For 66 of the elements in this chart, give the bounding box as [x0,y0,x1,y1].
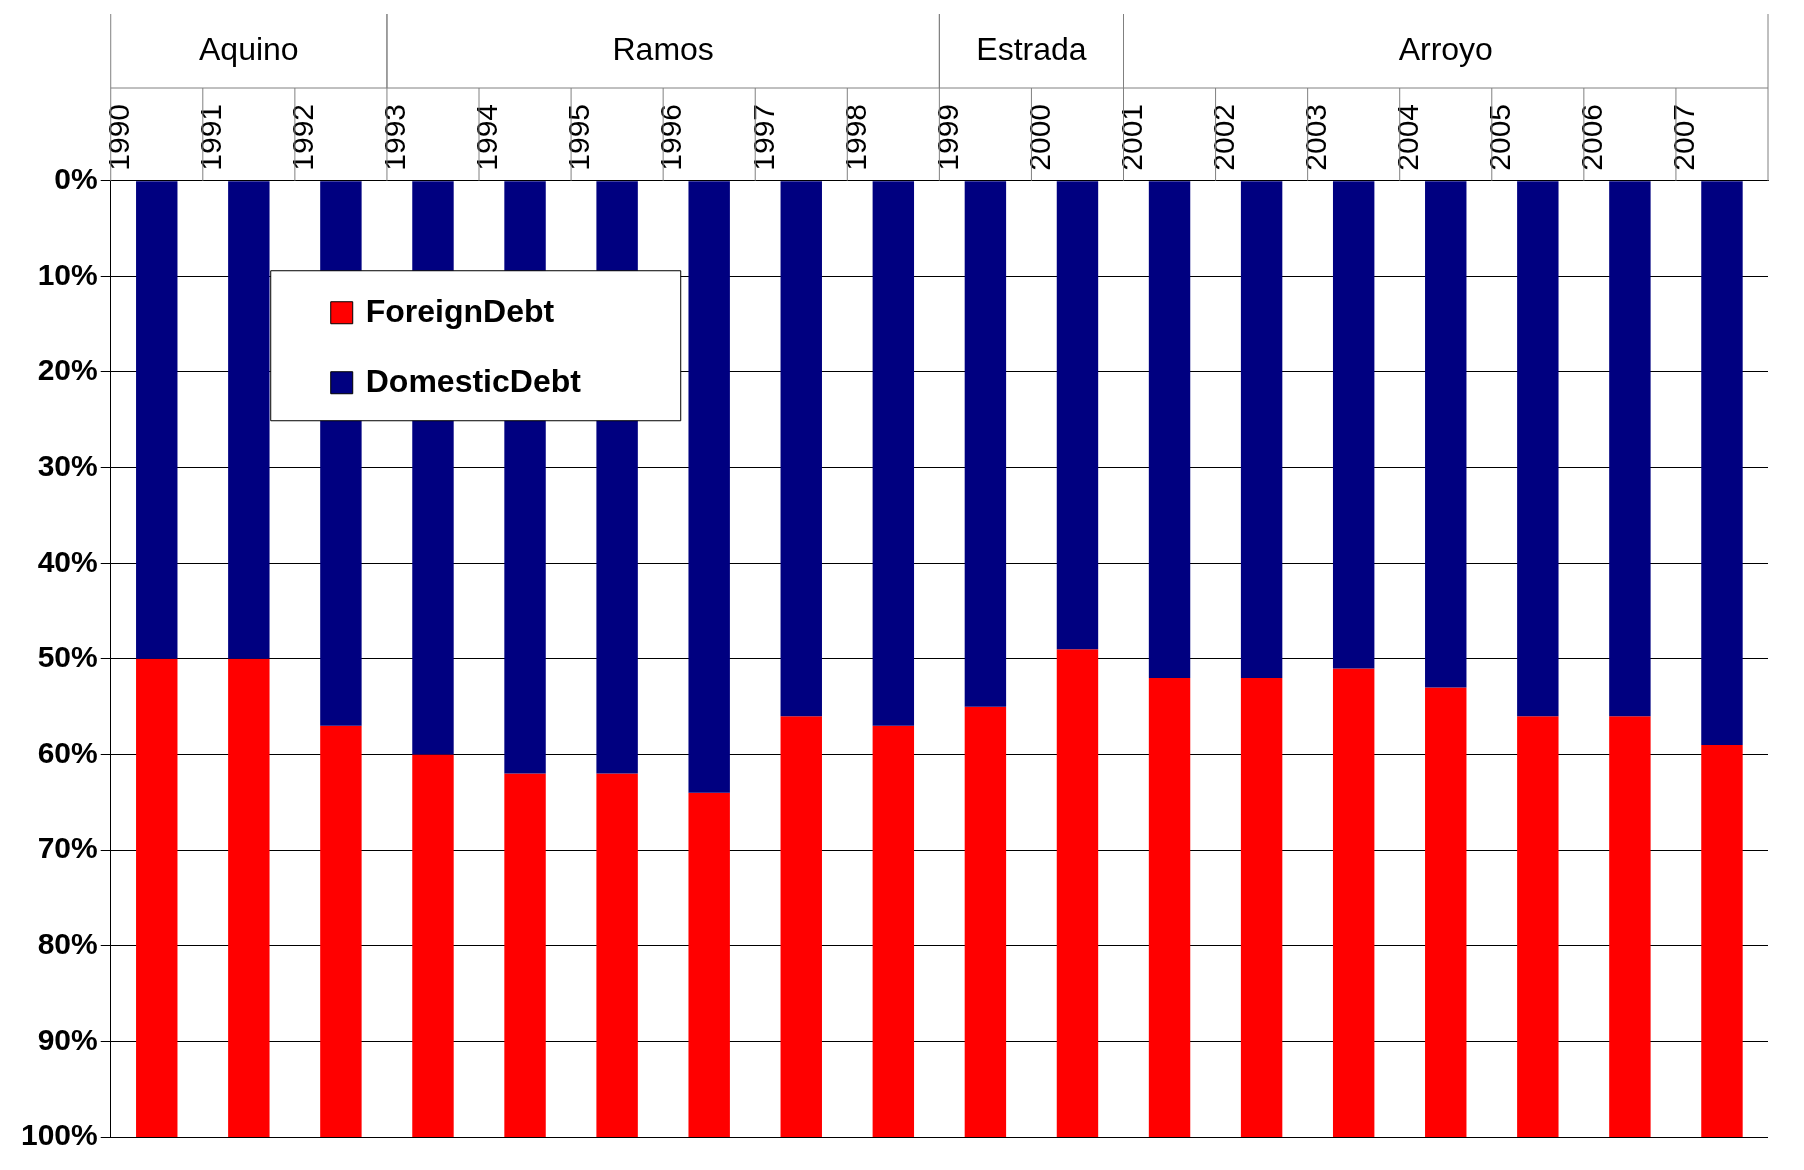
bar [228,181,270,659]
y-tick-label: 0% [54,162,98,195]
x-tick-label: 2002 [1206,103,1240,171]
y-tick-label: 100% [20,1118,98,1152]
y-tick-label: 40% [37,544,98,578]
bar [872,725,915,1137]
bar [1517,181,1559,717]
text: Estrada [976,30,1087,67]
bar [228,658,270,1137]
y-tick-label: 50% [37,640,98,674]
x-tick-label: 1994 [470,103,504,171]
y-tick-label: 90% [37,1022,98,1056]
y-tick-label: 80% [37,927,98,961]
bar [1425,181,1467,688]
bar [964,181,1007,707]
x-tick-label: 2000 [1022,103,1056,171]
bar [1701,181,1743,745]
bar [780,181,822,717]
bar [412,754,454,1137]
x-tick-label: 1997 [746,103,780,171]
y-tick-label: 10% [37,257,98,291]
bar [596,773,638,1137]
text: Aquino [199,30,299,67]
x-tick-label: 2007 [1667,103,1701,171]
bar [136,658,178,1137]
y-tick-label: 70% [37,831,98,865]
x-tick-label: 1998 [838,103,872,171]
bar [688,792,730,1137]
text: Arroyo [1398,30,1493,67]
bar [780,716,822,1137]
text: Ramos [612,30,714,67]
bar [1240,677,1283,1137]
bar [1148,677,1191,1137]
bar [872,181,915,726]
legend-label: ForeignDebt [365,292,555,329]
x-tick-label: 1999 [930,103,964,171]
x-tick-label: 1993 [378,103,412,171]
bar [1425,687,1467,1137]
y-tick-label: 30% [37,448,98,482]
x-tick-label: 1996 [654,103,688,171]
x-tick-label: 2004 [1391,103,1425,171]
bar [1148,181,1191,678]
bar [1240,181,1283,678]
legend-label: DomesticDebt [365,362,582,399]
bar [1609,716,1651,1137]
bar [136,181,178,659]
bar [1332,181,1375,669]
x-tick-label: 1995 [562,103,596,171]
x-tick-label: 2005 [1483,103,1517,171]
x-tick-label: 1991 [194,103,228,171]
bar [504,773,546,1137]
y-tick-label: 60% [37,735,98,769]
x-tick-label: 1992 [286,103,320,171]
y-tick-label: 20% [37,353,98,387]
bar [1609,181,1651,717]
x-tick-label: 2006 [1575,103,1609,171]
bar [1056,649,1099,1137]
bar [1701,744,1743,1137]
bar [1517,716,1559,1137]
bar [1332,668,1375,1137]
bar [964,706,1007,1137]
x-tick-label: 1990 [102,103,136,171]
x-tick-label: 2003 [1298,103,1332,171]
bar [1056,181,1099,650]
bar [688,181,730,793]
bar [320,725,362,1137]
